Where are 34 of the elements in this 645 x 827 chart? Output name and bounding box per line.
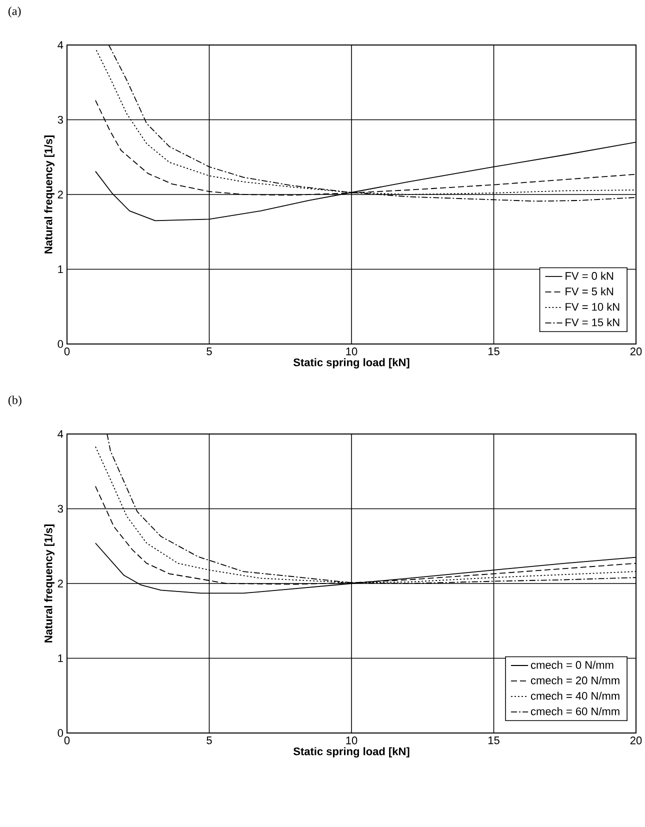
y-tick-label: 4	[58, 430, 64, 438]
x-tick-label: 15	[488, 348, 500, 356]
legend-label: FV = 0 kN	[566, 272, 614, 280]
y-tick-label: 0	[58, 340, 64, 348]
legend-label: FV = 5 kN	[566, 287, 614, 296]
x-tick-label: 15	[488, 736, 500, 744]
y-tick-label: 1	[58, 654, 63, 662]
legend-label: cmech = 20 N/mm	[530, 676, 620, 684]
legend-label: cmech = 0 N/mm	[530, 660, 614, 669]
y-tick-label: 4	[58, 41, 64, 49]
y-axis-title: Natural frequency [1/s]	[44, 524, 54, 642]
x-tick-label: 0	[64, 736, 70, 744]
y-tick-label: 3	[58, 116, 63, 124]
x-tick-label: 5	[206, 736, 212, 744]
chart-title: (b)	[8, 396, 22, 407]
y-tick-label: 2	[58, 190, 63, 198]
legend-label: FV = 15 kN	[566, 318, 620, 326]
legend-label: cmech = 40 N/mm	[530, 692, 620, 700]
y-tick-label: 0	[58, 729, 64, 737]
y-axis-title: Natural frequency [1/s]	[44, 136, 54, 254]
x-tick-label: 20	[630, 736, 642, 744]
x-tick-label: 0	[64, 348, 70, 356]
x-tick-label: 5	[206, 348, 212, 356]
y-tick-label: 2	[58, 580, 63, 588]
y-tick-label: 3	[58, 504, 63, 513]
legend-label: cmech = 60 N/mm	[530, 707, 620, 716]
chart-title: (a)	[8, 6, 21, 18]
y-tick-label: 1	[58, 265, 63, 274]
x-tick-label: 20	[630, 348, 642, 356]
x-axis-title: Static spring load [kN]	[293, 747, 410, 758]
x-tick-label: 10	[346, 736, 358, 744]
x-tick-label: 10	[346, 348, 358, 356]
x-axis-title: Static spring load [kN]	[293, 358, 410, 368]
legend-label: FV = 10 kN	[566, 302, 620, 311]
